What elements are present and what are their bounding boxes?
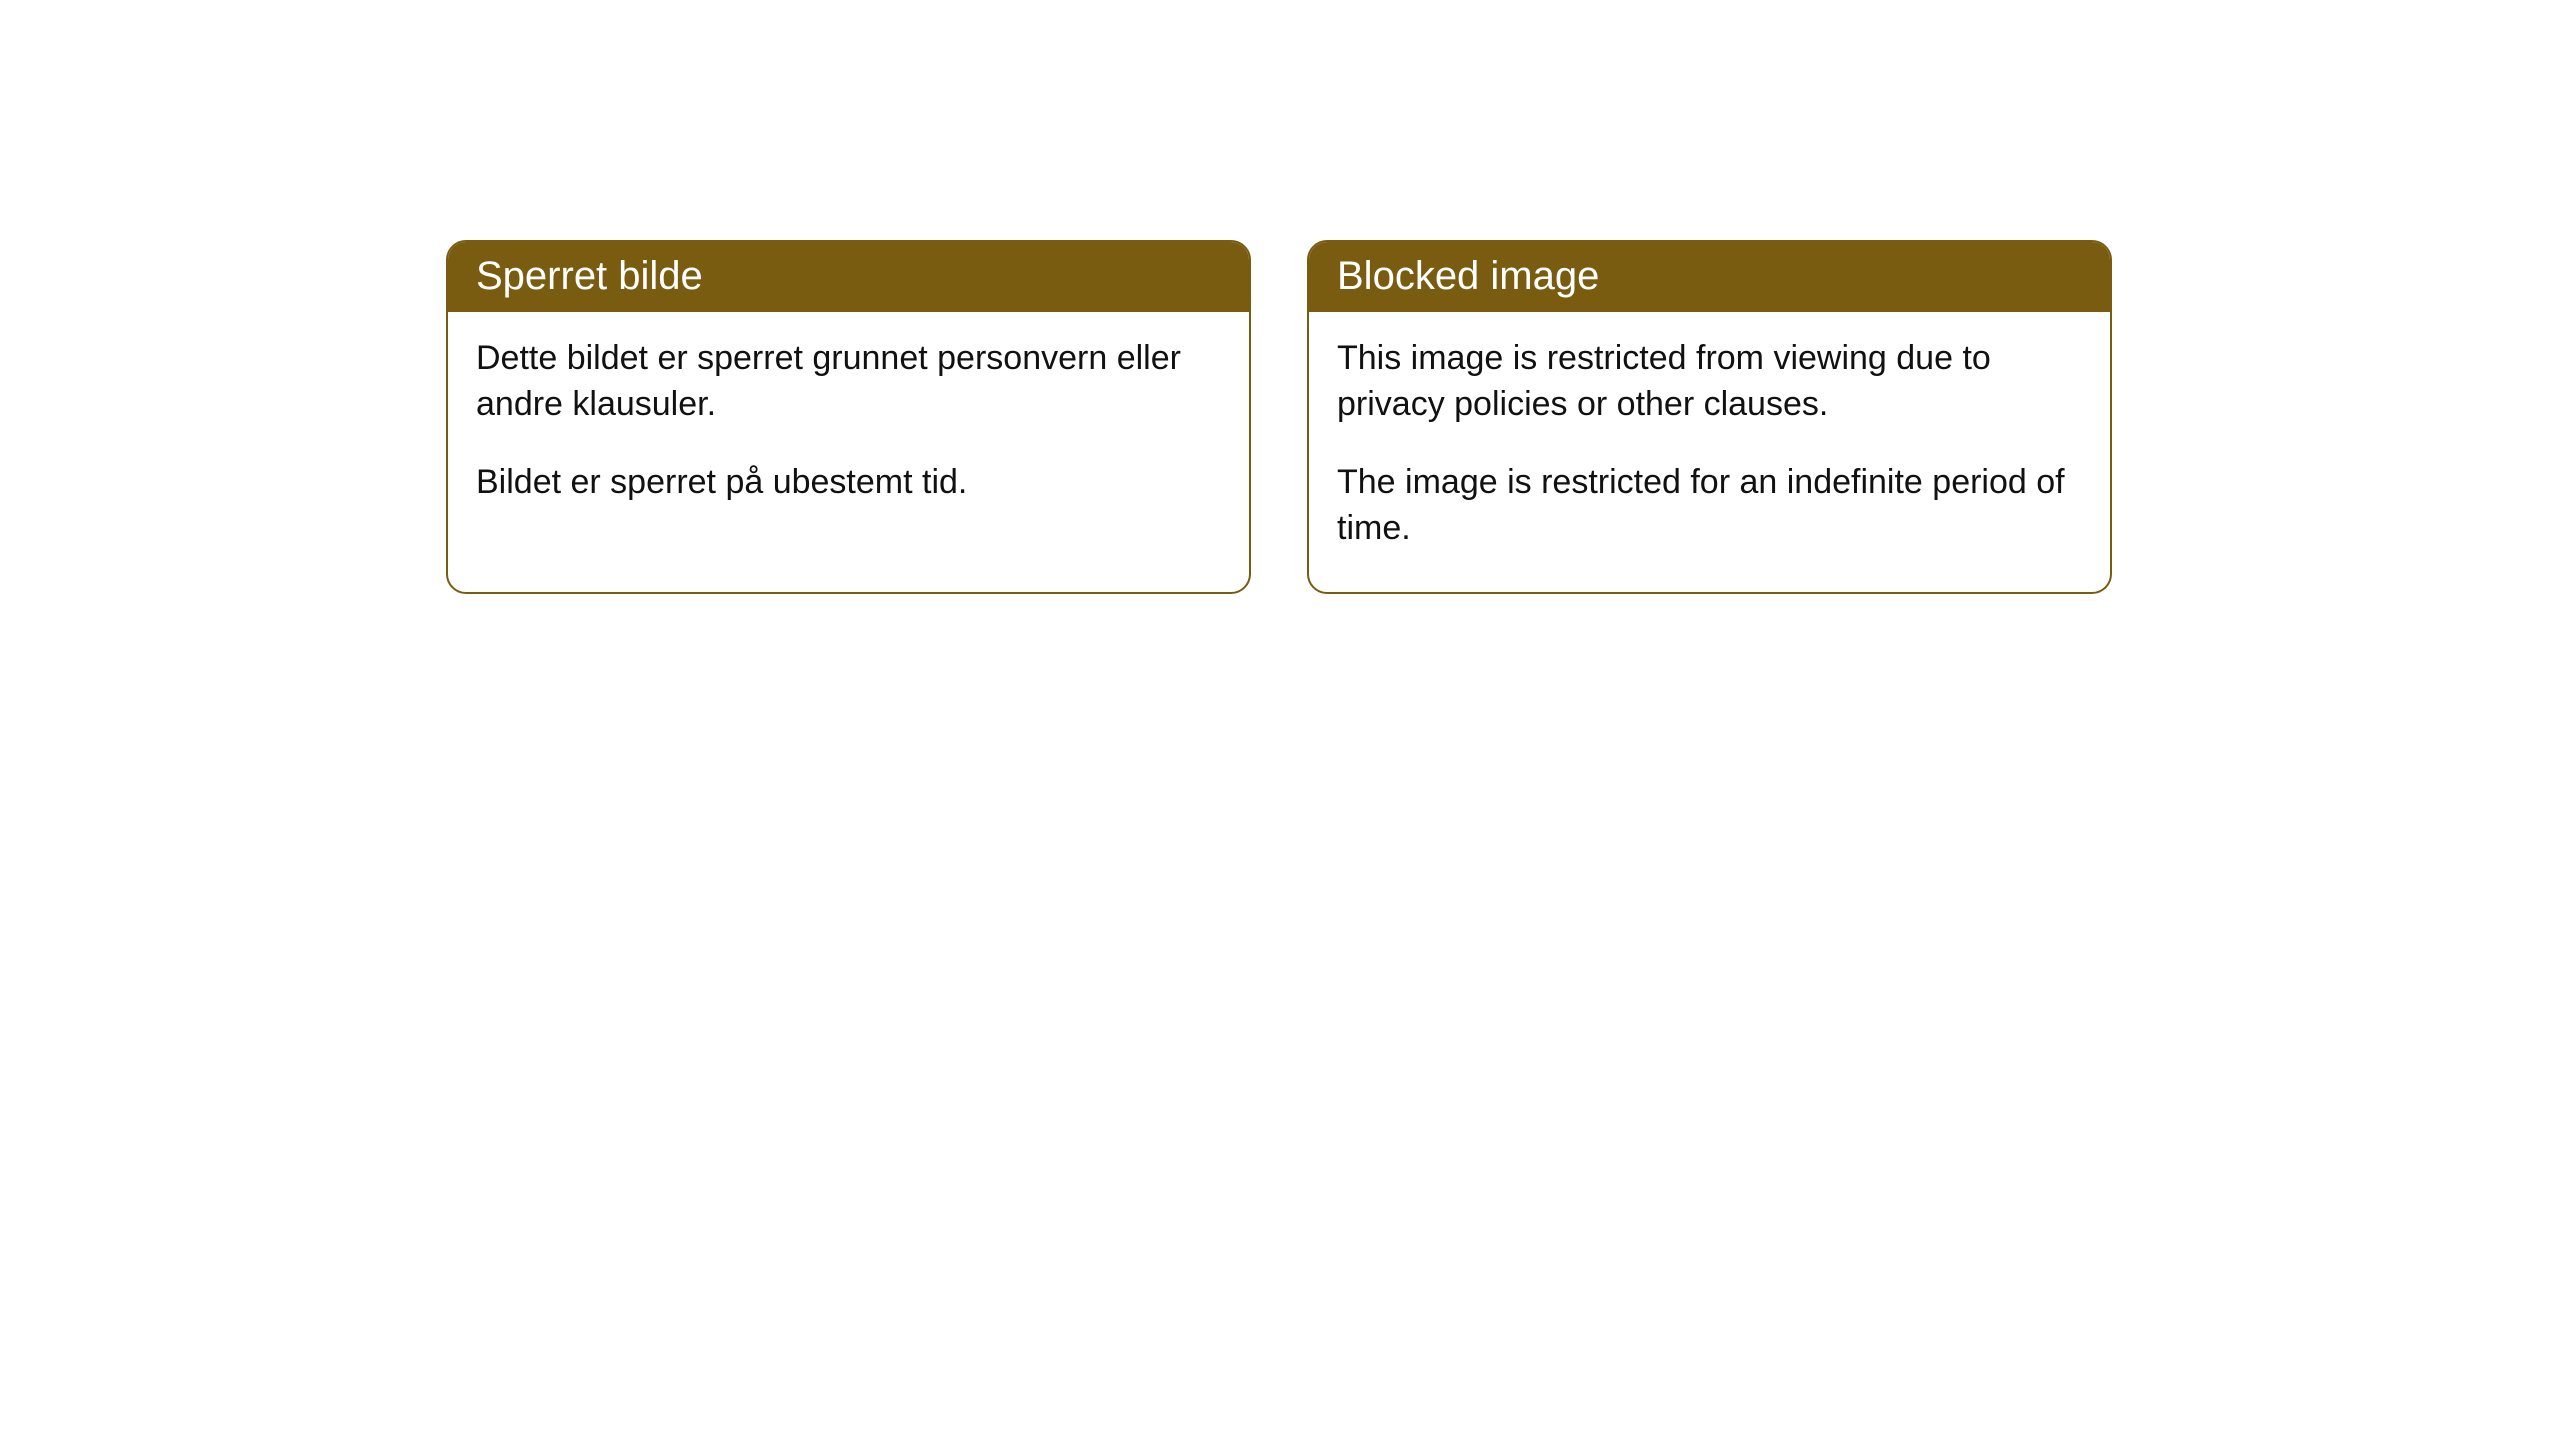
card-paragraph: Dette bildet er sperret grunnet personve… <box>476 336 1221 428</box>
card-blocked-english: Blocked image This image is restricted f… <box>1307 240 2112 594</box>
card-header-norwegian: Sperret bilde <box>448 242 1249 312</box>
card-paragraph: This image is restricted from viewing du… <box>1337 336 2082 428</box>
card-body-norwegian: Dette bildet er sperret grunnet personve… <box>448 312 1249 546</box>
card-paragraph: The image is restricted for an indefinit… <box>1337 460 2082 552</box>
card-body-english: This image is restricted from viewing du… <box>1309 312 2110 592</box>
card-header-english: Blocked image <box>1309 242 2110 312</box>
cards-container: Sperret bilde Dette bildet er sperret gr… <box>0 0 2560 594</box>
card-blocked-norwegian: Sperret bilde Dette bildet er sperret gr… <box>446 240 1251 594</box>
card-paragraph: Bildet er sperret på ubestemt tid. <box>476 460 1221 506</box>
